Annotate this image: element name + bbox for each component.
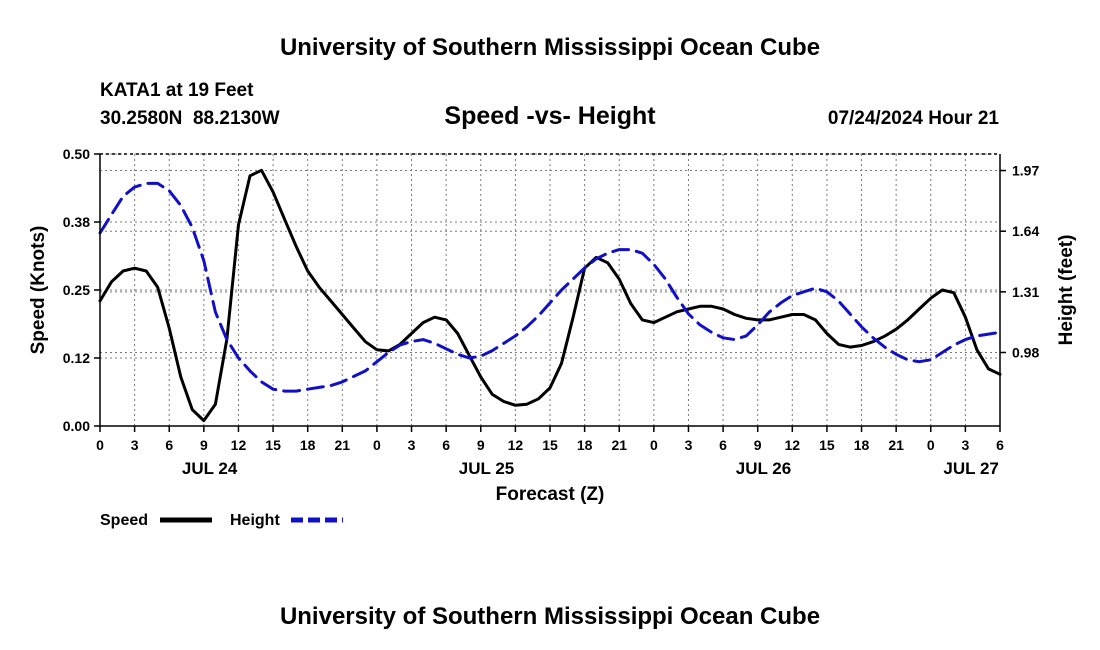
x-tick-label: 3: [961, 437, 969, 453]
forecast-date: 07/24/2024 Hour 21: [828, 108, 1000, 129]
coordinates-label: 30.2580N 88.2130W: [100, 108, 280, 129]
x-tick-label: 18: [854, 437, 870, 453]
bottom-title: University of Southern Mississippi Ocean…: [280, 603, 820, 630]
x-tick-label: 6: [165, 437, 173, 453]
y-tick-label-right: 1.97: [1012, 163, 1039, 179]
x-tick-label: 15: [819, 437, 835, 453]
station-label: KATA1 at 19 Feet: [100, 80, 254, 101]
x-tick-label: 0: [373, 437, 381, 453]
chart-title: Speed -vs- Height: [444, 102, 656, 130]
y-tick-label-right: 1.31: [1012, 284, 1039, 300]
x-tick-label: 3: [408, 437, 416, 453]
date-label: JUL 24: [182, 459, 238, 478]
x-tick-label: 12: [508, 437, 524, 453]
y-tick-label-left: 0.12: [63, 350, 90, 366]
date-label: JUL 25: [459, 459, 514, 478]
date-label: JUL 27: [943, 459, 998, 478]
x-tick-label: 0: [650, 437, 658, 453]
series-line-height: [98, 181, 1002, 393]
x-tick-label: 21: [611, 437, 627, 453]
x-tick-label: 15: [265, 437, 281, 453]
x-tick-label: 0: [96, 437, 104, 453]
x-tick-label: 6: [719, 437, 727, 453]
x-tick-label: 3: [685, 437, 693, 453]
x-axis-title: Forecast (Z): [496, 484, 605, 505]
y-tick-label-left: 0.25: [63, 282, 90, 298]
x-tick-label: 21: [335, 437, 351, 453]
y-tick-label-left: 0.50: [63, 146, 90, 162]
data-series: [98, 168, 1002, 423]
y-tick-label-right: 0.98: [1012, 344, 1039, 360]
x-tick-label: 15: [542, 437, 558, 453]
x-tick-label: 12: [231, 437, 247, 453]
x-tick-label: 9: [477, 437, 485, 453]
x-tick-label: 9: [200, 437, 208, 453]
x-tick-label: 18: [300, 437, 316, 453]
legend-speed-label: Speed: [100, 512, 148, 529]
legend-height-label: Height: [230, 512, 280, 529]
legend: Speed Height: [100, 512, 343, 529]
y-axis-title-left: Speed (Knots): [28, 226, 49, 355]
y-axis-title-right: Height (feet): [1056, 235, 1077, 346]
axes: 0 3 6 9 12 15 18 21 0 3 6 9 12 15 18 21 0 3 6 9 12 15 18 21 0 3 6J…: [63, 146, 1040, 478]
x-tick-label: 6: [442, 437, 450, 453]
x-tick-label: 21: [888, 437, 904, 453]
series-line-speed: [98, 168, 1002, 423]
date-label: JUL 26: [736, 459, 791, 478]
x-tick-label: 12: [785, 437, 801, 453]
y-tick-label-right: 1.64: [1012, 223, 1039, 239]
x-tick-label: 18: [577, 437, 593, 453]
x-tick-label: 0: [927, 437, 935, 453]
top-title: University of Southern Mississippi Ocean…: [280, 34, 820, 61]
y-tick-label-left: 0.00: [63, 418, 90, 434]
y-tick-label-left: 0.38: [63, 214, 90, 230]
x-tick-label: 6: [996, 437, 1004, 453]
x-tick-label: 3: [131, 437, 139, 453]
x-tick-label: 9: [754, 437, 762, 453]
